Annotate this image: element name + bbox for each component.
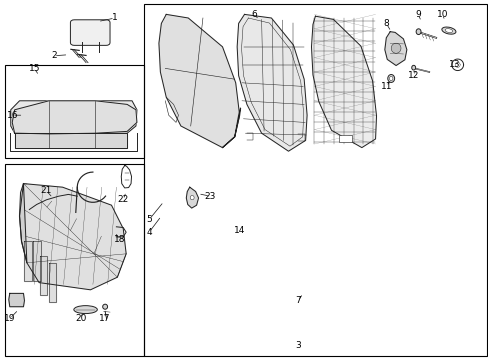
Ellipse shape <box>387 75 394 82</box>
Polygon shape <box>9 293 24 307</box>
Polygon shape <box>384 32 406 66</box>
Text: 18: 18 <box>114 235 125 244</box>
Text: 10: 10 <box>436 10 447 19</box>
Text: 5: 5 <box>146 215 152 224</box>
Bar <box>5 164 144 356</box>
Polygon shape <box>186 187 198 208</box>
Ellipse shape <box>390 43 400 53</box>
Text: 14: 14 <box>233 226 245 235</box>
Polygon shape <box>40 256 47 295</box>
Polygon shape <box>311 16 376 148</box>
Text: 3: 3 <box>295 341 301 350</box>
Polygon shape <box>15 133 127 148</box>
Text: 13: 13 <box>448 60 460 69</box>
Polygon shape <box>20 184 126 290</box>
Text: 2: 2 <box>51 51 57 60</box>
Polygon shape <box>24 241 32 281</box>
Text: 21: 21 <box>41 186 52 195</box>
Polygon shape <box>12 101 137 134</box>
Text: 9: 9 <box>414 10 420 19</box>
Polygon shape <box>20 184 27 263</box>
Text: 19: 19 <box>4 314 16 323</box>
Ellipse shape <box>190 195 194 200</box>
Text: 17: 17 <box>99 314 111 323</box>
Text: 15: 15 <box>28 64 40 73</box>
Text: 22: 22 <box>117 195 129 204</box>
Polygon shape <box>49 263 56 302</box>
Ellipse shape <box>415 29 420 35</box>
Text: 4: 4 <box>146 228 152 237</box>
Bar <box>144 4 486 356</box>
Text: 7: 7 <box>295 296 301 305</box>
Ellipse shape <box>411 66 415 70</box>
Text: 11: 11 <box>380 82 391 91</box>
Text: 1: 1 <box>112 13 118 22</box>
Text: 12: 12 <box>407 71 418 80</box>
FancyBboxPatch shape <box>70 20 110 45</box>
Text: 8: 8 <box>383 19 388 28</box>
Polygon shape <box>159 14 239 148</box>
Ellipse shape <box>389 76 392 81</box>
Text: 20: 20 <box>75 314 86 323</box>
Ellipse shape <box>74 306 97 314</box>
Bar <box>339 135 351 142</box>
Polygon shape <box>237 14 306 151</box>
Ellipse shape <box>441 27 455 34</box>
Polygon shape <box>222 108 240 148</box>
Text: 16: 16 <box>6 111 18 120</box>
Polygon shape <box>33 241 41 281</box>
Polygon shape <box>11 101 137 133</box>
Ellipse shape <box>444 29 452 32</box>
Ellipse shape <box>102 304 107 309</box>
Text: 6: 6 <box>251 10 257 19</box>
Text: 23: 23 <box>204 192 216 201</box>
Bar <box>5 65 144 158</box>
